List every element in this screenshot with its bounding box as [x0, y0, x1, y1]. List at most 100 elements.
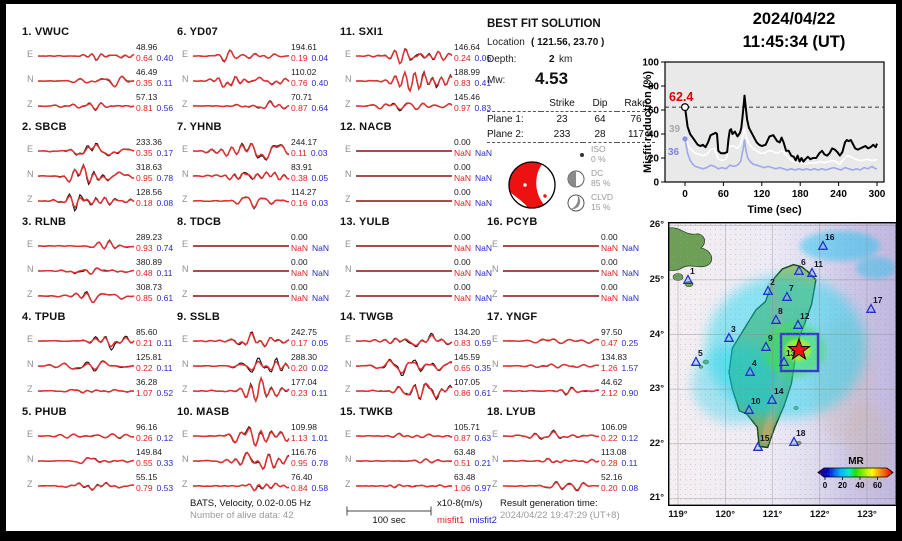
station-title: 14. TWGB: [340, 311, 394, 323]
waveform-row: E 0.00 NaN NaN: [340, 232, 492, 257]
misfit1-value: 0.35: [136, 148, 153, 158]
waveform-row: N 116.76 0.95 0.78: [177, 447, 329, 472]
amplitude-value: 57.13: [136, 92, 158, 102]
map-station-number: 1: [690, 266, 695, 276]
plane1-rake: 76: [630, 114, 642, 125]
component-label: N: [182, 264, 189, 274]
waveform-row: N 149.84 0.55 0.33: [22, 447, 174, 472]
mid-start-annotation: 39: [669, 124, 681, 135]
colorbar-tick-label: 60: [873, 481, 882, 490]
series-misfit-current: [684, 94, 878, 163]
misfit1-value: 0.11: [291, 148, 307, 158]
amplitude-value: 106.09: [601, 422, 627, 432]
station-title: 13. YULB: [340, 216, 390, 228]
misfit1-value: 1.07: [136, 388, 153, 398]
amplitude-value: 97.50: [601, 327, 623, 337]
component-label: E: [182, 334, 189, 344]
misfit1-value: 0.38: [291, 173, 308, 183]
plane2-dip: 28: [583, 127, 617, 143]
waveform-plot: [503, 295, 599, 297]
station-block: 17. YNGF E 97.50 0.47 0.25 N 134.83 1.26 1.57 Z 44…: [487, 311, 639, 404]
component-label: E: [27, 239, 34, 249]
misfit2-value: NaN: [312, 243, 330, 253]
map-station-number: 15: [760, 433, 770, 443]
trace-values: 289.23 0.93 0.74: [136, 232, 176, 254]
waveform-plot: [502, 481, 600, 492]
waveform-plot: [192, 75, 290, 88]
component-label: Z: [345, 99, 351, 109]
amplitude-value: 0.00: [601, 257, 618, 267]
component-label: E: [182, 49, 189, 59]
misfit2-value: 0.61: [474, 388, 492, 398]
misfit1-value: 0.95: [136, 173, 153, 183]
component-label: E: [345, 239, 352, 249]
misfit2-value: NaN: [475, 268, 493, 278]
waveform-plot: [503, 270, 599, 272]
colorbar-title: MR: [848, 456, 864, 467]
station-title: 17. YNGF: [487, 311, 538, 323]
plane1-dip: 64: [594, 114, 606, 125]
waveform-row: Z 114.27 0.16 0.03: [177, 187, 329, 212]
misfit2-value: NaN: [312, 293, 330, 303]
amplitude-value: 0.00: [601, 232, 618, 242]
trace-values: 0.00 NaN NaN: [454, 137, 494, 159]
low-start-annotation: 36: [668, 147, 680, 158]
waveform-plot: [192, 482, 290, 492]
station-block: 7. YHNB E 244.17 0.11 0.03 N 83.91 0.38 0.05 Z 114…: [177, 121, 329, 214]
iso-pct: 0 %: [591, 154, 606, 164]
trace-values: 83.91 0.38 0.05: [291, 162, 331, 184]
station-title: 7. YHNB: [177, 121, 222, 133]
misfit1-value: 0.87: [291, 103, 308, 113]
misfit1-value: 0.79: [136, 483, 153, 493]
component-label: Z: [27, 479, 33, 489]
waveform-plot: [192, 375, 290, 404]
waveform-plot: [355, 332, 453, 348]
amplitude-value: 233.36: [136, 137, 162, 147]
amplitude-value: 0.00: [291, 257, 308, 267]
waveform-row: E 96.16 0.26 0.12: [22, 422, 174, 447]
station-title: 10. MASB: [177, 406, 230, 418]
component-label: Z: [345, 194, 351, 204]
misfit1-value: 0.84: [291, 483, 308, 493]
misfit2-value: 0.11: [156, 338, 173, 348]
misfit2-value: 0.06: [474, 53, 492, 63]
waveform-row: E 289.23 0.93 0.74: [22, 232, 174, 257]
waveform-row: N 63.48 0.51 0.21: [340, 447, 492, 472]
waveform-row: N 125.81 0.22 0.11: [22, 352, 174, 377]
misfit1-value: NaN: [454, 173, 472, 183]
plane2-rake: 117: [617, 127, 655, 143]
component-label: N: [27, 454, 34, 464]
misfit2-value: 0.40: [156, 53, 174, 63]
misfit1-value: 0.18: [136, 198, 153, 208]
component-label: E: [182, 144, 189, 154]
misfit2-value: 0.41: [474, 78, 492, 88]
component-label: N: [182, 454, 189, 464]
component-label: N: [27, 74, 34, 84]
epicenter-star: [787, 337, 811, 361]
amplitude-value: 63.48: [454, 447, 476, 457]
misfit2-value: 0.05: [311, 338, 329, 348]
component-label: E: [182, 429, 189, 439]
misfit1-value: NaN: [291, 293, 309, 303]
map-lon-label: 123°: [857, 509, 877, 520]
misfit2-value: 0.08: [156, 198, 174, 208]
trace-values: 318.63 0.95 0.78: [136, 162, 176, 184]
component-label: E: [182, 239, 189, 249]
waveform-plot: [37, 290, 135, 303]
amplitude-value: 242.75: [291, 327, 317, 337]
p-axis-dot: [543, 194, 547, 198]
best-value-annotation: 62.4: [669, 90, 693, 104]
trace-values: 76.40 0.84 0.58: [291, 472, 331, 494]
waveform-plot: [37, 335, 135, 351]
depth-value: 2: [549, 54, 555, 65]
misfit2-value: NaN: [622, 293, 640, 303]
misfit2-value: 0.25: [621, 338, 639, 348]
component-label: E: [345, 49, 352, 59]
station-block: 14. TWGB E 134.20 0.83 0.59 N 145.59 0.65 0.35 Z 1…: [340, 311, 492, 404]
trace-values: 0.00 NaN NaN: [291, 282, 331, 304]
amplitude-value: 128.56: [136, 187, 162, 197]
misfit2-value: 0.04: [311, 53, 329, 63]
amplitude-value: 96.16: [136, 422, 158, 432]
amplitude-value: 318.63: [136, 162, 162, 172]
station-block: 16. PCYB E 0.00 NaN NaN N 0.00 NaN NaN Z 0.00 NaN Na…: [487, 216, 639, 309]
